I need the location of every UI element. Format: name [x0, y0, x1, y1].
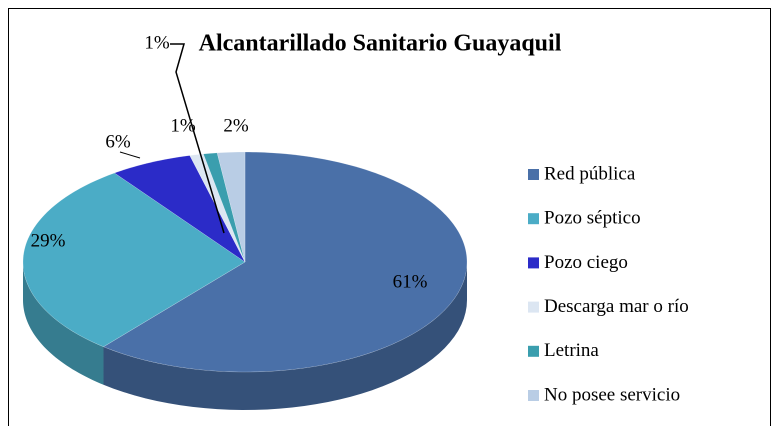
data-label: 1% [144, 32, 170, 53]
pie-side [23, 262, 104, 385]
legend-swatch [528, 301, 539, 313]
leader-line [119, 151, 141, 159]
pie: 61% 29% 6% 1% 1% 2% [22, 32, 468, 410]
legend-swatch [528, 169, 539, 180]
legend-label: No posee servicio [544, 384, 680, 405]
data-label: 1% [170, 115, 196, 136]
legend-label: Pozo séptico [544, 208, 641, 229]
legend-label: Letrina [544, 340, 599, 361]
pie-side [103, 262, 467, 410]
legend-swatch [528, 345, 539, 357]
data-label: 61% [393, 271, 428, 292]
pie-slice [22, 172, 246, 348]
leader-line [170, 43, 225, 234]
chart-title: Alcantarillado Sanitario Guayaquil [199, 31, 562, 57]
chart-frame [8, 8, 771, 426]
legend-swatch [528, 257, 539, 269]
data-label: 29% [31, 230, 66, 251]
pie-slice [216, 151, 246, 263]
legend-label: Red pública [544, 163, 636, 184]
pie-slice [189, 153, 246, 263]
pie-slice [203, 152, 246, 263]
pie-slice [113, 155, 246, 263]
pie-slice [102, 151, 468, 373]
legend: Red pública Pozo séptico Pozo ciego Descarg… [528, 163, 689, 405]
legend-label: Pozo ciego [544, 252, 628, 273]
legend-swatch [528, 213, 539, 225]
data-label: 2% [223, 115, 249, 136]
legend-swatch [528, 390, 539, 401]
data-label: 6% [105, 131, 131, 152]
legend-label: Descarga mar o río [544, 296, 689, 317]
